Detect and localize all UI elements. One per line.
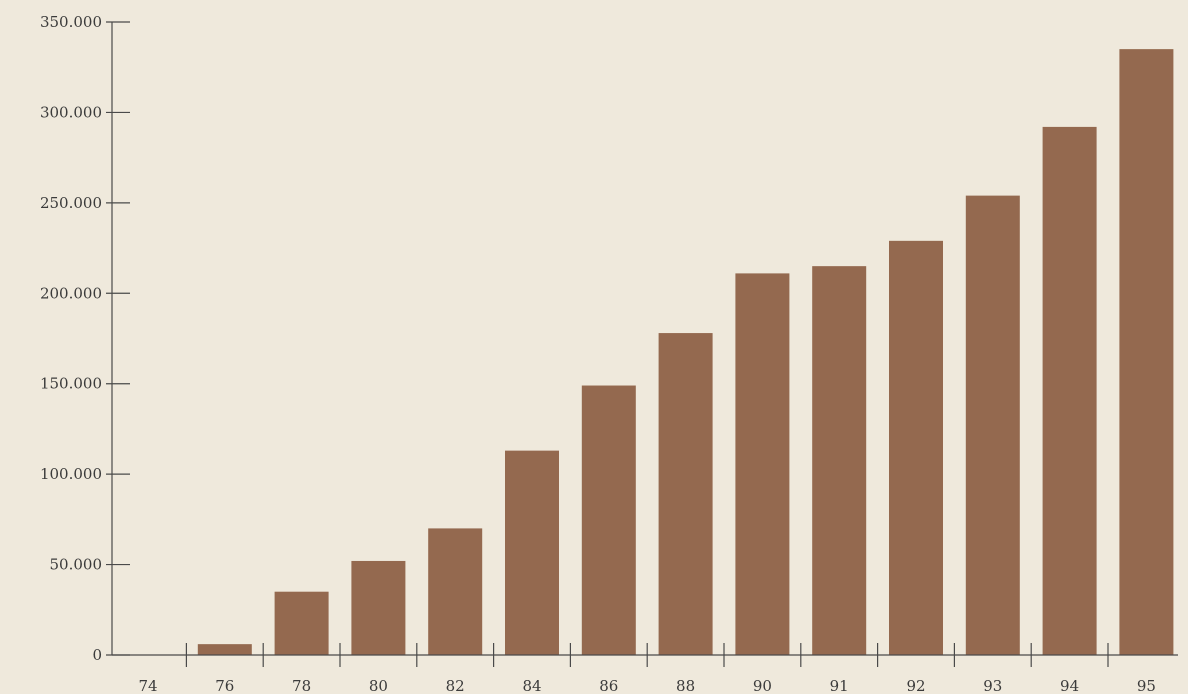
bar-78: [274, 591, 329, 655]
x-tick-label: 84: [522, 677, 541, 694]
x-tick-label: 90: [753, 677, 772, 694]
y-tick-label: 200.000: [40, 284, 102, 302]
x-tick-label: 78: [292, 677, 311, 694]
x-tick-label: 86: [599, 677, 618, 694]
y-tick-label: 250.000: [40, 194, 102, 212]
bar-90: [735, 273, 790, 655]
bar-86: [581, 385, 636, 655]
x-tick-label: 74: [138, 677, 157, 694]
y-tick-label: 150.000: [40, 375, 102, 393]
y-tick-label: 50.000: [50, 556, 103, 574]
bar-91: [812, 266, 867, 655]
bar-80: [351, 560, 406, 655]
y-tick-label: 300.000: [40, 103, 102, 121]
x-tick-label: 88: [676, 677, 695, 694]
y-tick-label: 350.000: [40, 13, 102, 31]
x-tick-label: 95: [1137, 677, 1156, 694]
bar-93: [965, 195, 1020, 655]
x-tick-label: 94: [1060, 677, 1079, 694]
bar-76: [197, 644, 252, 655]
bar-88: [658, 333, 713, 655]
x-tick-label: 76: [215, 677, 234, 694]
x-tick-label: 91: [830, 677, 849, 694]
x-tick-label: 80: [369, 677, 388, 694]
x-tick-label: 93: [983, 677, 1002, 694]
bar-95: [1119, 49, 1174, 656]
y-tick-label: 0: [92, 646, 102, 664]
bar-94: [1042, 126, 1097, 655]
x-tick-label: 82: [446, 677, 465, 694]
bar-92: [889, 240, 943, 655]
bar-82: [428, 528, 483, 655]
bar-84: [505, 450, 559, 655]
y-tick-label: 100.000: [40, 465, 102, 483]
x-tick-label: 92: [906, 677, 925, 694]
